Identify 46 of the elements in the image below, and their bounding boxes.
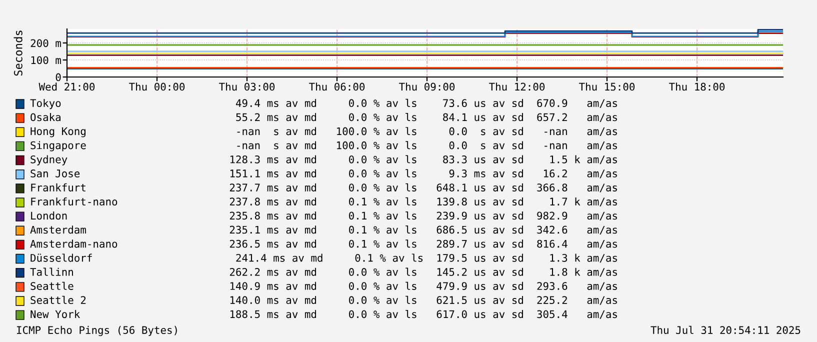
text: -nan s av md 100.0 % av ls 0.0 s av sd -nan am/as [237, 141, 617, 150]
legend-label: London [31, 212, 67, 220]
x-tick-label: Thu 18:00 [669, 82, 725, 91]
x-tick-label: Thu 00:00 [129, 82, 185, 91]
text: ICMP Echo Pings (56 Bytes) [17, 326, 177, 336]
x-tick-label: Thu 09:00 [399, 82, 455, 91]
x-tick-label: Thu 12:00 [489, 82, 545, 91]
text: 128.3 ms av md 0.0 % av ls 83.3 us av sd 1.5 k am/as [230, 155, 617, 164]
text: 262.2 ms av md 0.0 % av ls 145.2 us av sd 1.8 k am/as [230, 268, 617, 277]
legend-label: Hong Kong [30, 127, 86, 138]
text: 235.1 ms av md 0.1 % av ls 686.5 us av sd 342.6 am/as [230, 226, 617, 234]
y-tick-label: 100 m [31, 56, 61, 64]
text: 241.4 ms av md 0.1 % av ls 179.5 us av sd 1.3 k am/as [236, 254, 617, 263]
x-tick-label: Thu 03:00 [219, 82, 275, 91]
legend-label: Singapore [30, 141, 86, 152]
legend-label: Frankfurt-nano [31, 197, 118, 206]
text: -nan s av md 100.0 % av ls 0.0 s av sd -nan am/as [237, 127, 617, 136]
text: 151.1 ms av md 0.0 % av ls 9.3 ms av sd 16.2 am/as [230, 169, 617, 178]
legend-label: Tallinn [30, 268, 73, 276]
x-tick-label: Wed 21:00 [38, 82, 95, 91]
text: 140.0 ms av md 0.0 % av ls 621.5 us av sd 225.2 am/as [230, 296, 617, 305]
legend-label: San Jose [30, 170, 80, 178]
text: 236.5 ms av md 0.1 % av ls 289.7 us av sd 816.4 am/as [230, 240, 617, 249]
text: Thu Jul 31 20:54:11 2025 [650, 326, 800, 334]
text: 237.8 ms av md 0.1 % av ls 139.8 us av sd 1.7 k am/as [230, 197, 617, 206]
y-tick-label: 0 [56, 73, 61, 82]
legend-label: Seattle 2 [30, 296, 86, 304]
legend-label: Amsterdam [30, 226, 86, 234]
legend-label: Osaka [30, 113, 60, 122]
legend-label: Seattle [30, 282, 74, 290]
text: 55.2 ms av md 0.0 % av ls 84.1 us av sd 657.2 am/as [236, 113, 617, 122]
text: 49.4 ms av md 0.0 % av ls 73.6 us av sd 670.9 am/as [236, 98, 617, 108]
text: 235.8 ms av md 0.1 % av ls 239.9 us av sd 982.9 am/as [230, 211, 617, 220]
legend-label: Düsseldorf [30, 254, 92, 262]
legend-label: New York [30, 310, 80, 318]
text: 237.7 ms av md 0.0 % av ls 648.1 us av sd 366.8 am/as [230, 183, 617, 192]
text: 140.9 ms av md 0.0 % av ls 479.9 us av sd 293.6 am/as [230, 282, 617, 291]
legend-label: Sydney [30, 155, 68, 166]
legend-label: Frankfurt [31, 183, 86, 192]
y-axis-title: Seconds [14, 30, 22, 76]
legend-label: Tokyo [30, 98, 61, 110]
legend-label: Amsterdam-nano [30, 240, 118, 248]
x-tick-label: Thu 15:00 [579, 82, 635, 91]
y-tick-label: 200 m [30, 39, 61, 48]
x-tick-label: Thu 06:00 [309, 82, 365, 91]
text: 188.5 ms av md 0.0 % av ls 617.0 us av sd 305.4 am/as [230, 310, 617, 319]
